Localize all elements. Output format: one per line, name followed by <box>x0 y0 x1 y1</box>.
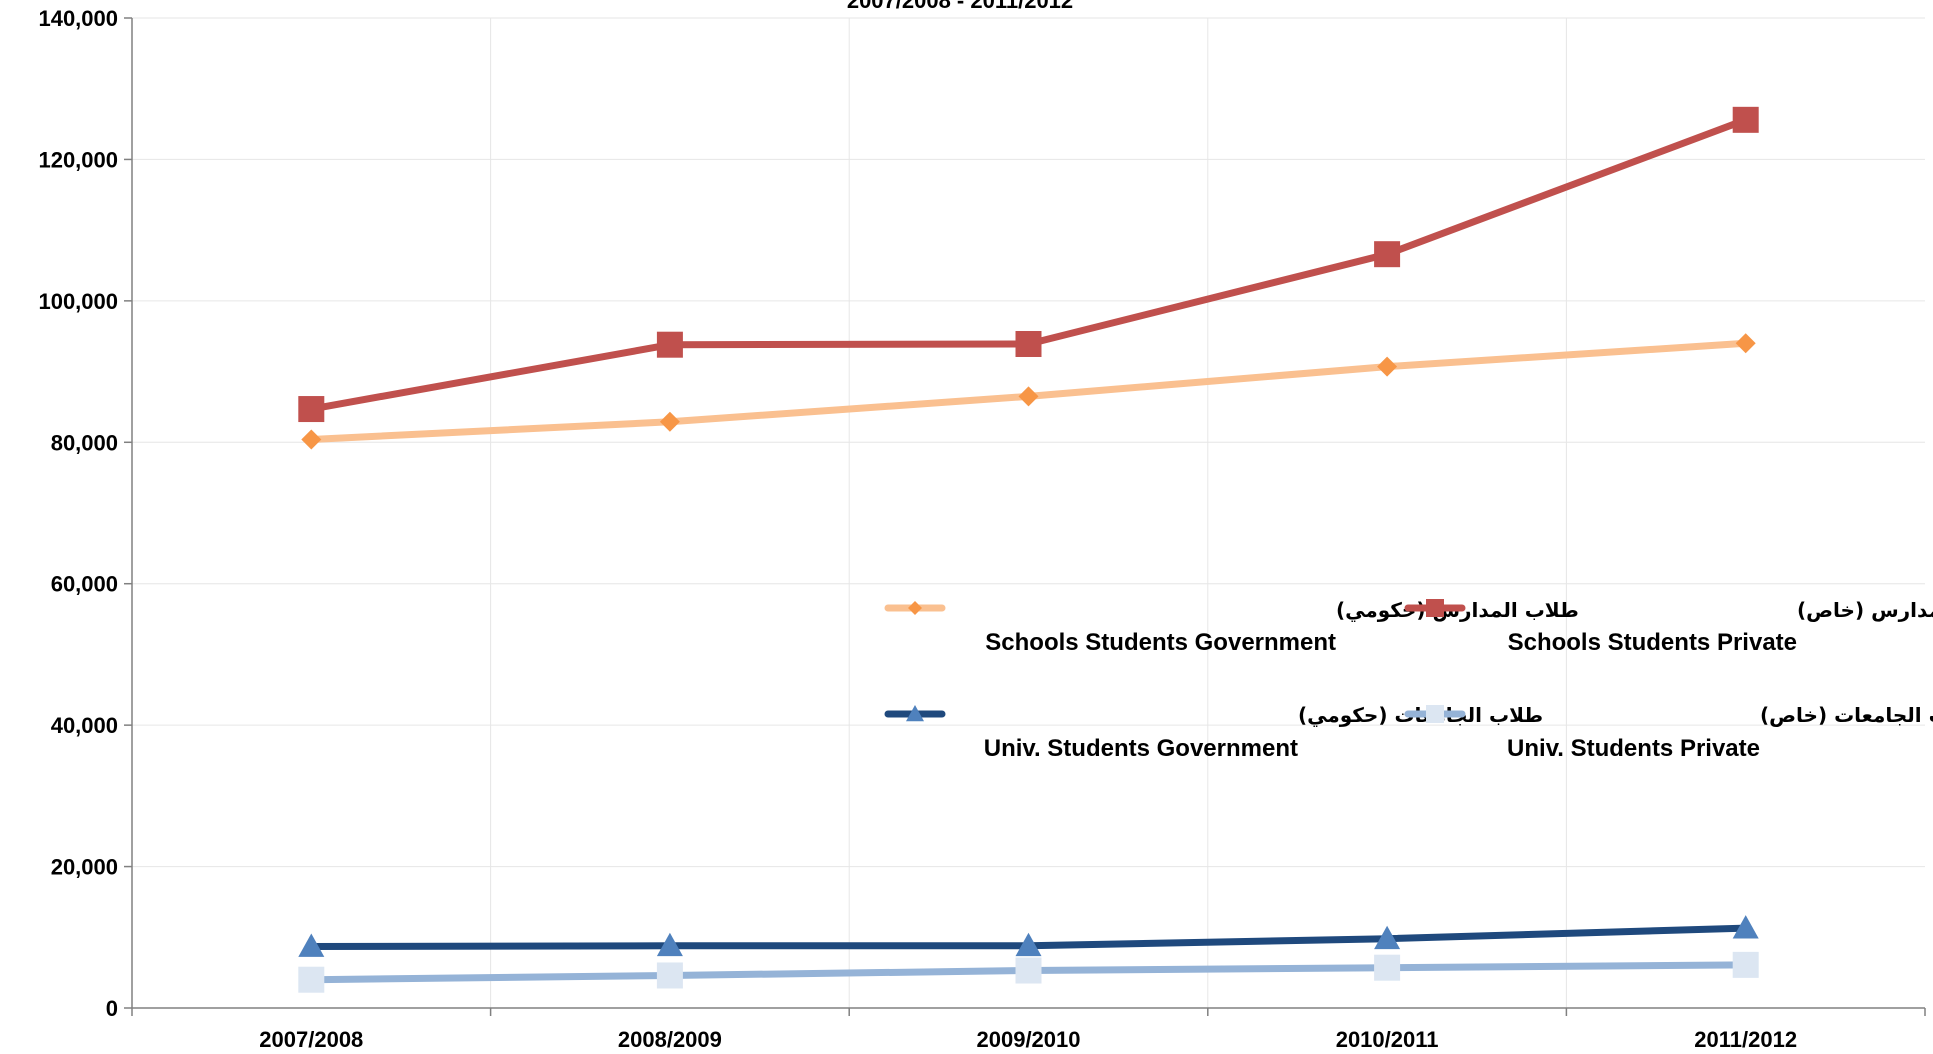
y-tick-label: 140,000 <box>38 6 118 31</box>
data-point <box>1732 915 1759 939</box>
data-point <box>298 933 325 957</box>
data-point <box>1374 954 1401 981</box>
data-point <box>656 331 683 358</box>
legend-label-arabic: طلاب الجامعات (خاص) <box>1760 703 1933 727</box>
y-tick-label: 60,000 <box>51 572 118 597</box>
data-point <box>1732 106 1759 133</box>
x-tick-label: 2009/2010 <box>977 1027 1081 1052</box>
series-3 <box>298 915 1759 957</box>
legend-label: Schools Students Private <box>1508 629 1797 656</box>
data-point <box>1015 330 1042 357</box>
legend-swatch-marker <box>908 601 922 615</box>
y-tick-label: 100,000 <box>38 289 118 314</box>
y-tick-label: 120,000 <box>38 147 118 172</box>
data-point <box>659 411 680 432</box>
data-point <box>1377 356 1398 377</box>
y-tick-label: 0 <box>106 996 118 1021</box>
legend-entry-1: طلاب المدارس (حكومي)Schools Students Gov… <box>884 598 1579 656</box>
data-point <box>298 396 325 423</box>
series-line <box>307 116 1750 413</box>
data-point <box>656 932 683 957</box>
data-point <box>301 429 322 450</box>
axes: 0 20,000 40,000 60,000 80,000 100,000 120,000 1… <box>38 6 1926 1052</box>
legend-label-arabic: طلاب المدارس (خاص) <box>1797 598 1933 622</box>
data-point <box>1735 333 1756 354</box>
legend-label: Univ. Students Private <box>1507 735 1760 762</box>
data-point <box>1018 386 1039 407</box>
legend-swatch-marker <box>1426 705 1444 723</box>
x-tick-label: 2007/2008 <box>259 1027 363 1052</box>
data-point <box>1015 957 1042 984</box>
data-point <box>1374 241 1401 268</box>
data-point <box>1374 925 1401 950</box>
legend: طلاب المدارس (حكومي)Schools Students Gov… <box>884 598 1933 762</box>
legend-label: Schools Students Government <box>985 629 1336 656</box>
legend-swatch-marker <box>906 705 924 722</box>
series-2 <box>298 106 1759 423</box>
y-tick-label: 80,000 <box>51 430 118 455</box>
data-point <box>656 962 683 989</box>
series-1 <box>301 333 1756 450</box>
chart-title: 2007/2008 - 2011/2012 <box>847 0 1073 13</box>
data-point <box>1732 951 1759 978</box>
legend-entry-4: طلاب الجامعات (خاص)Univ. Students Privat… <box>1404 703 1933 762</box>
data-point <box>298 966 325 993</box>
y-tick-label: 20,000 <box>51 855 118 880</box>
series <box>298 106 1759 993</box>
series-4 <box>298 951 1759 993</box>
y-tick-label: 40,000 <box>51 713 118 738</box>
data-point <box>1015 932 1042 957</box>
x-tick-label: 2008/2009 <box>618 1027 722 1052</box>
legend-label: Univ. Students Government <box>984 735 1298 762</box>
legend-entry-2: طلاب المدارس (خاص)Schools Students Priva… <box>1404 598 1933 656</box>
grid <box>132 17 1925 1008</box>
x-tick-label: 2011/2012 <box>1694 1027 1797 1052</box>
legend-swatch-marker <box>1426 599 1444 617</box>
x-tick-label: 2010/2011 <box>1336 1027 1439 1052</box>
